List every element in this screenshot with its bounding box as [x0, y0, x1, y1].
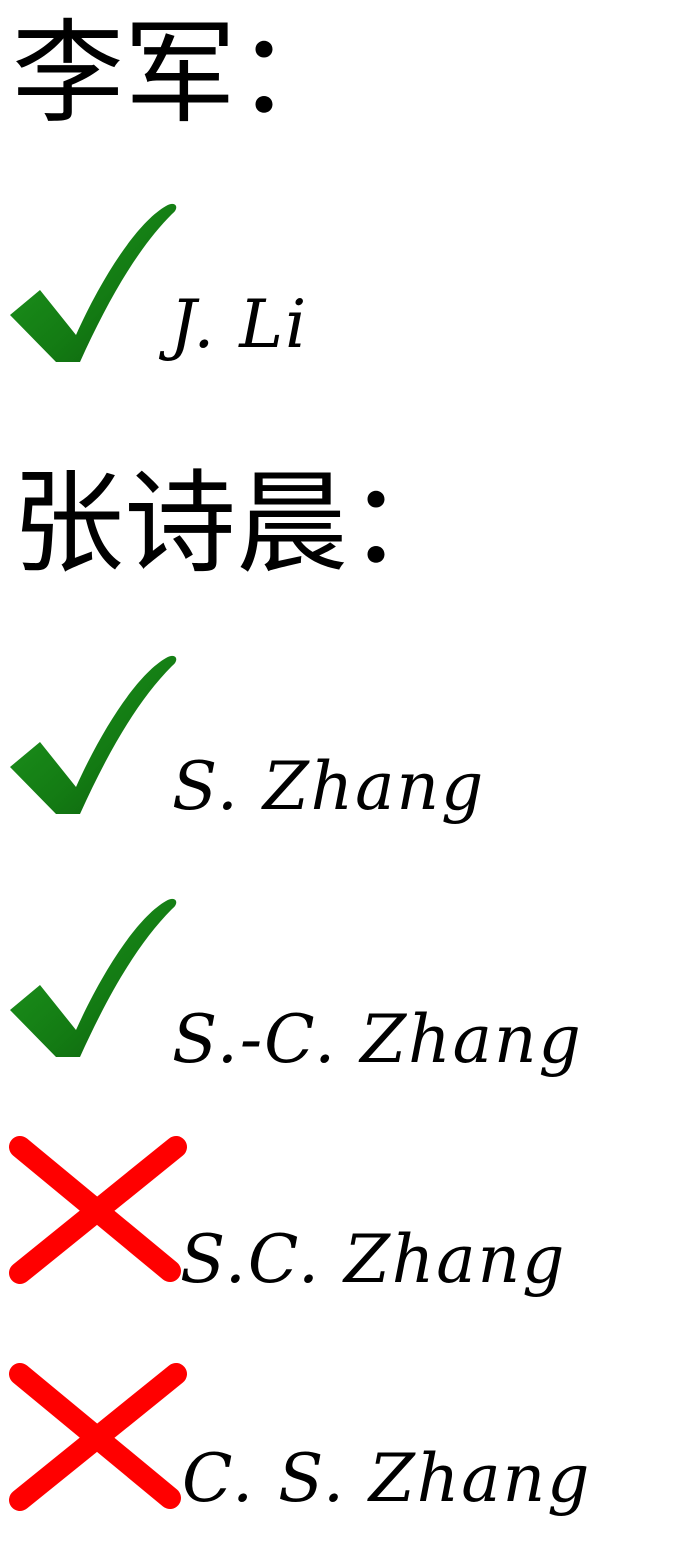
- name-entry-s-c-zhang-no-hyphen: S.C. Zhang: [0, 1135, 685, 1325]
- name-entry-j-li: J. Li: [0, 200, 685, 370]
- section-heading-li-jun: 李军：: [12, 9, 348, 139]
- name-variant-text: S.-C. Zhang: [172, 1001, 583, 1078]
- check-icon: [10, 203, 177, 362]
- cross-icon: [9, 1363, 187, 1511]
- section-heading-zhang-shichen: 张诗晨：: [12, 459, 460, 589]
- name-entry-s-c-zhang-hyphen: S.-C. Zhang: [0, 895, 685, 1095]
- name-variant-text: C. S. Zhang: [182, 1440, 592, 1517]
- name-variant-text: S.C. Zhang: [180, 1221, 567, 1298]
- check-icon: [10, 655, 177, 814]
- name-variant-text: J. Li: [170, 286, 309, 363]
- name-entry-s-zhang: S. Zhang: [0, 652, 685, 842]
- name-variant-text: S. Zhang: [172, 748, 486, 825]
- cross-icon: [9, 1136, 187, 1284]
- check-icon: [10, 898, 177, 1057]
- name-entry-c-s-zhang: C. S. Zhang: [0, 1362, 685, 1542]
